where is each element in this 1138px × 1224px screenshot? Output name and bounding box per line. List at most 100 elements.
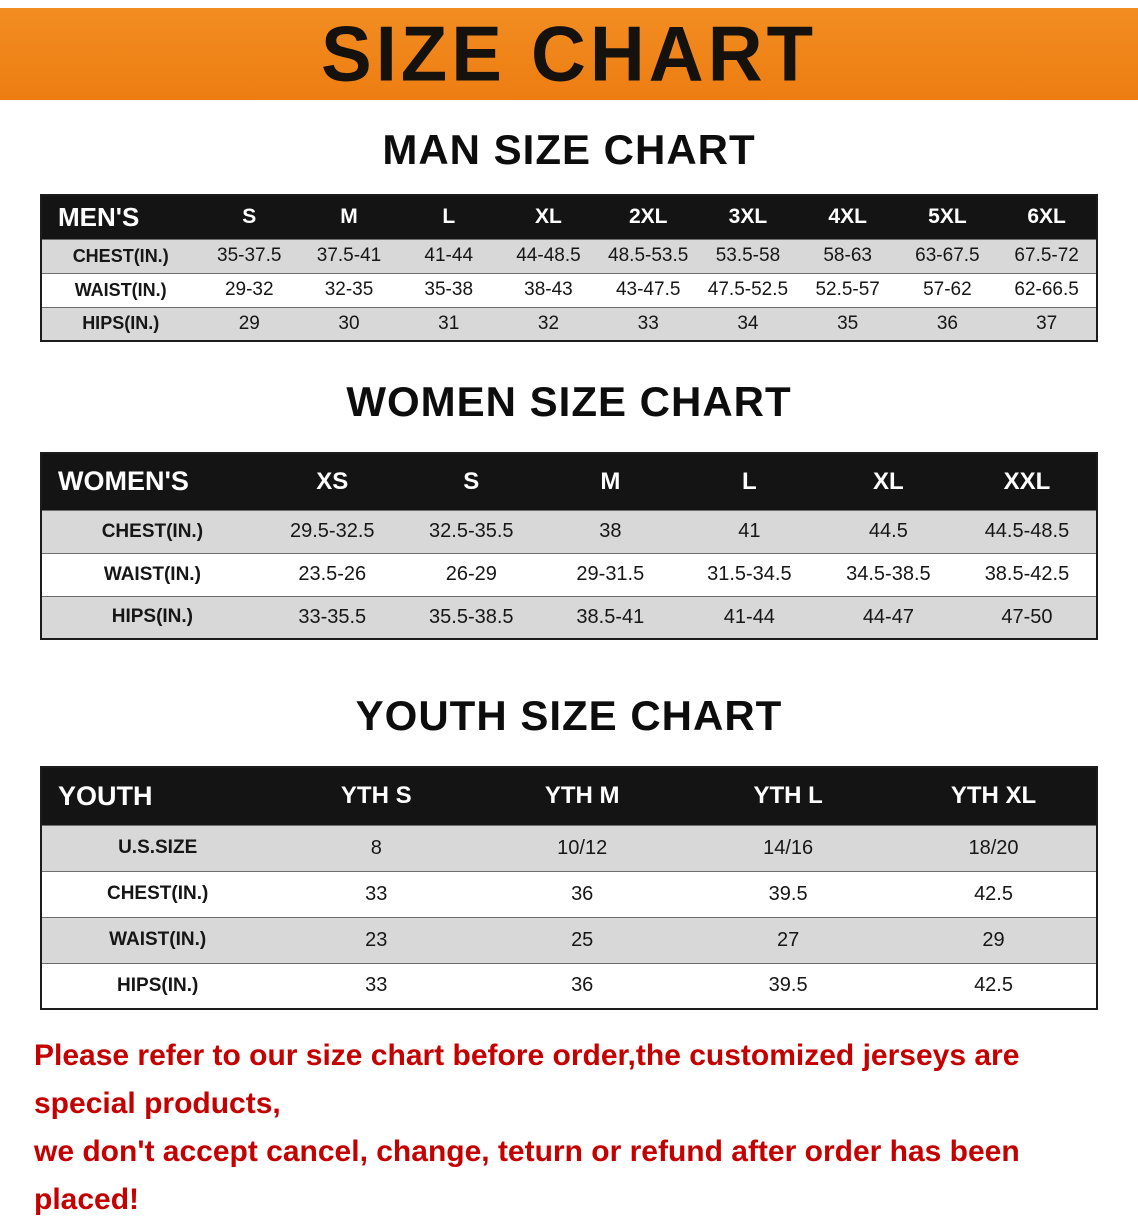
row-label: HIPS(IN.): [41, 962, 274, 1009]
size-chart-banner: SIZE CHART: [0, 8, 1138, 100]
women-size-chart-section: WOMEN SIZE CHART WOMEN'S XS S M L XL XXL CHEST(…: [0, 378, 1138, 640]
disclaimer-line-2: we don't accept cancel, change, teturn o…: [34, 1135, 1020, 1216]
table-cell: 36: [897, 306, 998, 341]
youth-size-chart-section: YOUTH SIZE CHART YOUTH YTH S YTH M YTH L YTH…: [0, 692, 1138, 1010]
size-column-header: YTH L: [685, 767, 892, 825]
table-cell: 34.5-38.5: [818, 552, 958, 596]
table-cell: 29: [199, 306, 300, 341]
table-cell: 48.5-53.5: [598, 238, 699, 273]
table-header-row: WOMEN'S XS S M L XL XXL: [41, 453, 1097, 510]
table-cell: 41: [679, 509, 819, 553]
table-cell: 39.5: [685, 870, 892, 917]
disclaimer: Please refer to our size chart before or…: [0, 1032, 1138, 1224]
table-cell: 35.5-38.5: [401, 595, 541, 639]
table-cell: 31: [398, 306, 499, 341]
row-label: WAIST(IN.): [41, 916, 274, 963]
table-corner-label: WOMEN'S: [41, 453, 263, 510]
women-size-table: WOMEN'S XS S M L XL XXL CHEST(IN.) 29.5-32.5 32.5…: [40, 452, 1098, 640]
size-column-header: L: [398, 195, 499, 239]
table-cell: 35-38: [398, 272, 499, 307]
size-column-header: XL: [818, 453, 958, 510]
table-cell: 58-63: [797, 238, 898, 273]
table-cell: 52.5-57: [797, 272, 898, 307]
table-cell: 43-47.5: [598, 272, 699, 307]
table-row: HIPS(IN.) 29 30 31 32 33 34 35 36 37: [41, 306, 1097, 341]
table-cell: 35-37.5: [199, 238, 300, 273]
size-column-header: 2XL: [598, 195, 699, 239]
size-column-header: M: [299, 195, 399, 239]
men-section-heading: MAN SIZE CHART: [382, 126, 756, 173]
table-row: U.S.SIZE 8 10/12 14/16 18/20: [41, 824, 1097, 871]
table-cell: 44.5: [818, 509, 958, 553]
row-label: HIPS(IN.): [41, 595, 263, 639]
table-cell: 33: [273, 870, 480, 917]
table-cell: 29: [891, 916, 1097, 963]
table-row: HIPS(IN.) 33 36 39.5 42.5: [41, 962, 1097, 1009]
table-cell: 42.5: [891, 962, 1097, 1009]
row-label: CHEST(IN.): [41, 238, 200, 273]
size-column-header: XS: [262, 453, 402, 510]
table-cell: 32: [498, 306, 599, 341]
table-header-row: YOUTH YTH S YTH M YTH L YTH XL: [41, 767, 1097, 825]
table-cell: 47-50: [957, 595, 1097, 639]
table-cell: 14/16: [685, 824, 892, 871]
table-cell: 34: [698, 306, 798, 341]
table-cell: 53.5-58: [698, 238, 798, 273]
size-column-header: YTH M: [479, 767, 686, 825]
table-row: CHEST(IN.) 35-37.5 37.5-41 41-44 44-48.5 48.5…: [41, 238, 1097, 273]
table-row: WAIST(IN.) 29-32 32-35 35-38 38-43 43-47.5 47.…: [41, 272, 1097, 307]
size-column-header: YTH S: [273, 767, 480, 825]
table-cell: 38: [540, 509, 680, 553]
table-cell: 30: [299, 306, 399, 341]
row-label: HIPS(IN.): [41, 306, 200, 341]
table-cell: 38.5-42.5: [957, 552, 1097, 596]
table-cell: 41-44: [679, 595, 819, 639]
size-column-header: 3XL: [698, 195, 798, 239]
table-cell: 23: [273, 916, 480, 963]
row-label: CHEST(IN.): [41, 870, 274, 917]
table-cell: 33: [273, 962, 480, 1009]
size-column-header: 4XL: [797, 195, 898, 239]
men-size-chart-section: MAN SIZE CHART MEN'S S M L XL 2XL 3XL 4XL 5XL 6XL…: [0, 126, 1138, 342]
table-cell: 10/12: [479, 824, 686, 871]
table-cell: 67.5-72: [997, 238, 1097, 273]
row-label: WAIST(IN.): [41, 552, 263, 596]
table-cell: 44-48.5: [498, 238, 599, 273]
table-corner-label: YOUTH: [41, 767, 274, 825]
table-cell: 37: [997, 306, 1097, 341]
table-cell: 27: [685, 916, 892, 963]
table-cell: 44.5-48.5: [957, 509, 1097, 553]
table-cell: 23.5-26: [262, 552, 402, 596]
table-cell: 37.5-41: [299, 238, 399, 273]
table-cell: 29.5-32.5: [262, 509, 402, 553]
size-column-header: S: [199, 195, 300, 239]
disclaimer-line-1: Please refer to our size chart before or…: [34, 1039, 1020, 1120]
row-label: U.S.SIZE: [41, 824, 274, 871]
table-cell: 39.5: [685, 962, 892, 1009]
table-cell: 36: [479, 870, 686, 917]
size-column-header: XXL: [957, 453, 1097, 510]
size-column-header: YTH XL: [891, 767, 1097, 825]
table-cell: 18/20: [891, 824, 1097, 871]
table-header-row: MEN'S S M L XL 2XL 3XL 4XL 5XL 6XL: [41, 195, 1097, 239]
size-column-header: 5XL: [897, 195, 998, 239]
row-label: WAIST(IN.): [41, 272, 200, 307]
size-column-header: M: [540, 453, 680, 510]
banner-title: SIZE CHART: [321, 10, 817, 98]
table-row: WAIST(IN.) 23.5-26 26-29 29-31.5 31.5-34.5 34…: [41, 552, 1097, 596]
size-column-header: 6XL: [997, 195, 1097, 239]
table-row: HIPS(IN.) 33-35.5 35.5-38.5 38.5-41 41-44 44-…: [41, 595, 1097, 639]
table-cell: 63-67.5: [897, 238, 998, 273]
youth-section-heading: YOUTH SIZE CHART: [355, 692, 783, 739]
table-cell: 41-44: [398, 238, 499, 273]
men-size-table: MEN'S S M L XL 2XL 3XL 4XL 5XL 6XL CHEST(IN.) 35-37…: [40, 194, 1098, 342]
table-cell: 32.5-35.5: [401, 509, 541, 553]
table-row: WAIST(IN.) 23 25 27 29: [41, 916, 1097, 963]
table-cell: 38.5-41: [540, 595, 680, 639]
youth-size-table: YOUTH YTH S YTH M YTH L YTH XL U.S.SIZE 8 10/12…: [40, 766, 1098, 1010]
table-cell: 35: [797, 306, 898, 341]
table-row: CHEST(IN.) 29.5-32.5 32.5-35.5 38 41 44.5 44.5…: [41, 509, 1097, 553]
size-column-header: XL: [498, 195, 599, 239]
women-section-heading: WOMEN SIZE CHART: [346, 378, 792, 425]
table-cell: 42.5: [891, 870, 1097, 917]
